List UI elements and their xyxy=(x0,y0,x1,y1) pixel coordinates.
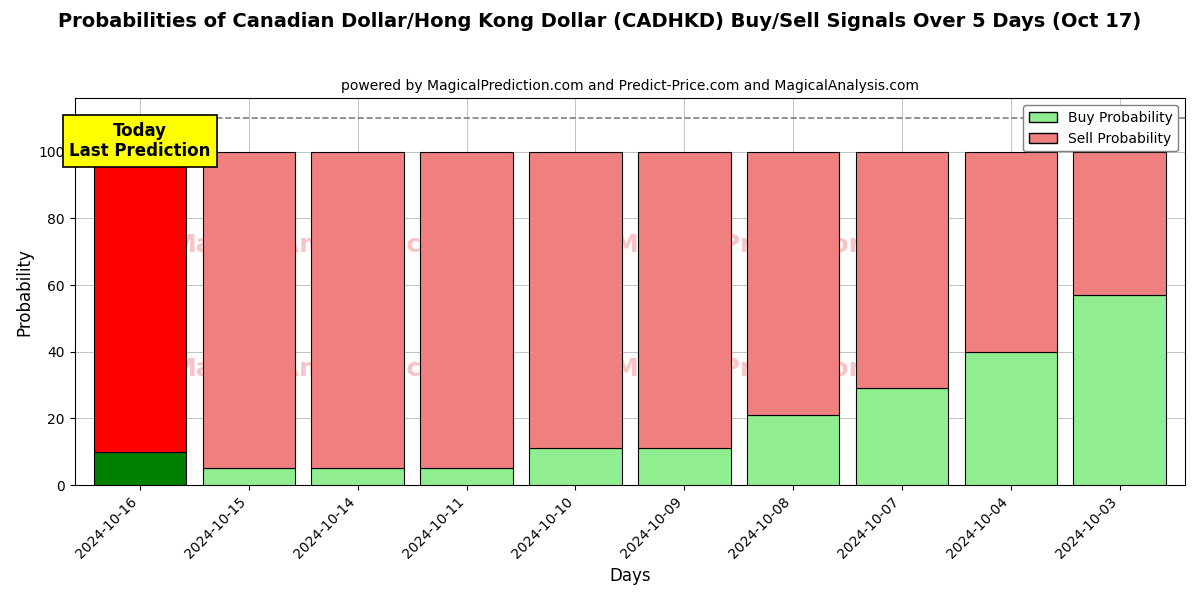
Legend: Buy Probability, Sell Probability: Buy Probability, Sell Probability xyxy=(1024,105,1178,151)
Bar xyxy=(312,469,404,485)
Bar xyxy=(94,452,186,485)
Bar xyxy=(312,152,404,469)
Bar xyxy=(420,469,512,485)
Bar xyxy=(746,152,839,415)
Bar xyxy=(203,469,295,485)
Bar xyxy=(529,448,622,485)
Bar xyxy=(965,352,1057,485)
X-axis label: Days: Days xyxy=(610,567,650,585)
Text: MagicalAnalysis.com: MagicalAnalysis.com xyxy=(172,357,466,381)
Text: Probabilities of Canadian Dollar/Hong Kong Dollar (CADHKD) Buy/Sell Signals Over: Probabilities of Canadian Dollar/Hong Ko… xyxy=(59,12,1141,31)
Bar xyxy=(1074,295,1166,485)
Y-axis label: Probability: Probability xyxy=(16,248,34,335)
Bar xyxy=(638,448,731,485)
Bar xyxy=(856,152,948,388)
Text: MagicalPrediction.com: MagicalPrediction.com xyxy=(613,357,935,381)
Bar xyxy=(965,152,1057,352)
Bar xyxy=(529,152,622,448)
Bar xyxy=(94,152,186,452)
Text: MagicalPrediction.com: MagicalPrediction.com xyxy=(613,233,935,257)
Bar xyxy=(746,415,839,485)
Text: Today
Last Prediction: Today Last Prediction xyxy=(70,122,211,160)
Text: MagicalAnalysis.com: MagicalAnalysis.com xyxy=(172,233,466,257)
Bar xyxy=(420,152,512,469)
Bar xyxy=(203,152,295,469)
Title: powered by MagicalPrediction.com and Predict-Price.com and MagicalAnalysis.com: powered by MagicalPrediction.com and Pre… xyxy=(341,79,919,93)
Bar xyxy=(856,388,948,485)
Bar xyxy=(638,152,731,448)
Bar xyxy=(1074,152,1166,295)
